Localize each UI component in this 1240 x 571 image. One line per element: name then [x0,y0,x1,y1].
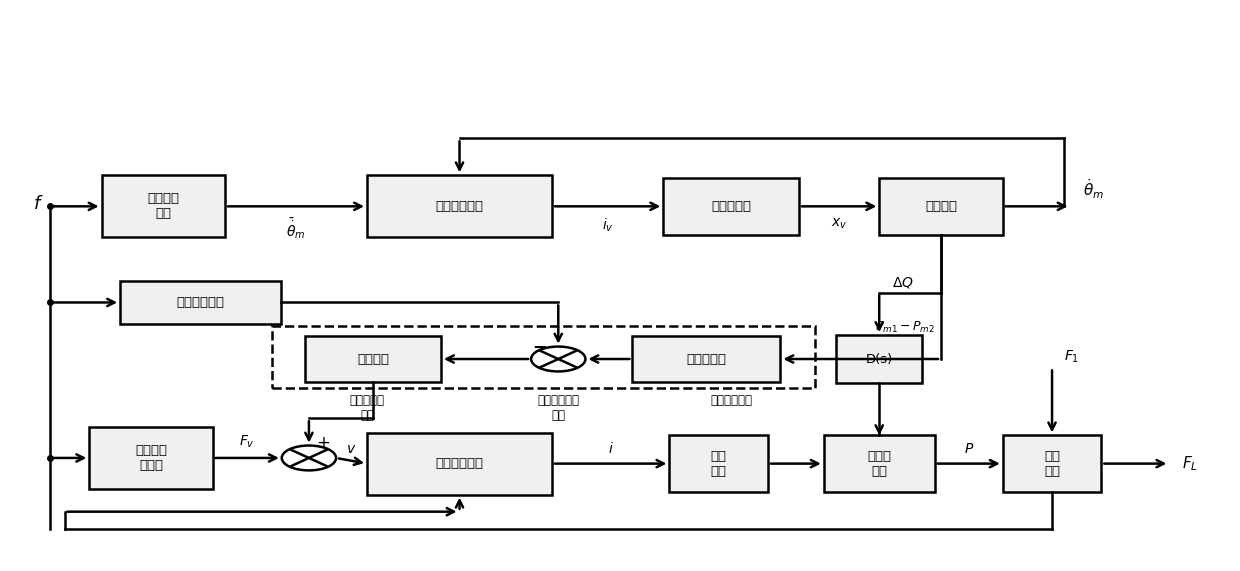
Text: 低通滤波器: 低通滤波器 [687,352,727,365]
Text: $P$: $P$ [963,442,973,456]
Text: $i_v$: $i_v$ [601,216,614,234]
Text: $i$: $i$ [608,441,614,456]
Text: 回转压力转换: 回转压力转换 [176,296,224,309]
Bar [1003,435,1101,492]
Text: $F_L$: $F_L$ [1182,455,1198,473]
Text: $F_v$: $F_v$ [239,433,255,450]
Text: 最优转速
获取: 最优转速 获取 [148,192,180,220]
Text: $F_1$: $F_1$ [1064,348,1080,365]
Text: $x_v$: $x_v$ [831,216,847,231]
Bar [305,336,441,381]
Text: 自抗扰控制器: 自抗扰控制器 [435,200,484,213]
Bar [670,435,768,492]
Bar [367,432,552,494]
Text: 采集滤波部分: 采集滤波部分 [711,394,753,407]
Text: 液压马达: 液压马达 [925,200,957,213]
Bar [663,178,799,235]
Text: 最优推进
力获取: 最优推进 力获取 [135,444,167,472]
Text: +: + [316,434,330,452]
Text: 电液比例阀: 电液比例阀 [711,200,751,213]
Text: −: − [532,339,547,357]
Bar [102,175,224,238]
Text: $\dot{\theta}_m$: $\dot{\theta}_m$ [1083,177,1104,200]
Text: $P_{m1}-P_{m2}$: $P_{m1}-P_{m2}$ [874,320,935,335]
Bar [272,326,815,388]
Bar [367,175,552,238]
Bar [632,336,780,381]
Text: 围岩差异判别
部分: 围岩差异判别 部分 [537,394,579,422]
Bar [879,178,1003,235]
Bar [120,282,280,324]
Text: 自抗扰控制器: 自抗扰控制器 [435,457,484,470]
Text: 推进力微调
部分: 推进力微调 部分 [350,394,384,422]
Text: 比例溢
流阀: 比例溢 流阀 [867,449,892,477]
Text: $v$: $v$ [346,442,357,456]
Text: $f$: $f$ [33,195,43,212]
Text: 推进
油缸: 推进 油缸 [1044,449,1060,477]
Text: $\bar{\dot{\theta}}_m$: $\bar{\dot{\theta}}_m$ [286,216,306,242]
Bar [89,427,212,489]
Text: $\Delta Q$: $\Delta Q$ [892,275,914,289]
Text: 调节增益: 调节增益 [357,352,389,365]
Bar [836,335,923,383]
Text: 驱动
电路: 驱动 电路 [711,449,727,477]
Bar [823,435,935,492]
Text: D(s): D(s) [866,352,893,365]
